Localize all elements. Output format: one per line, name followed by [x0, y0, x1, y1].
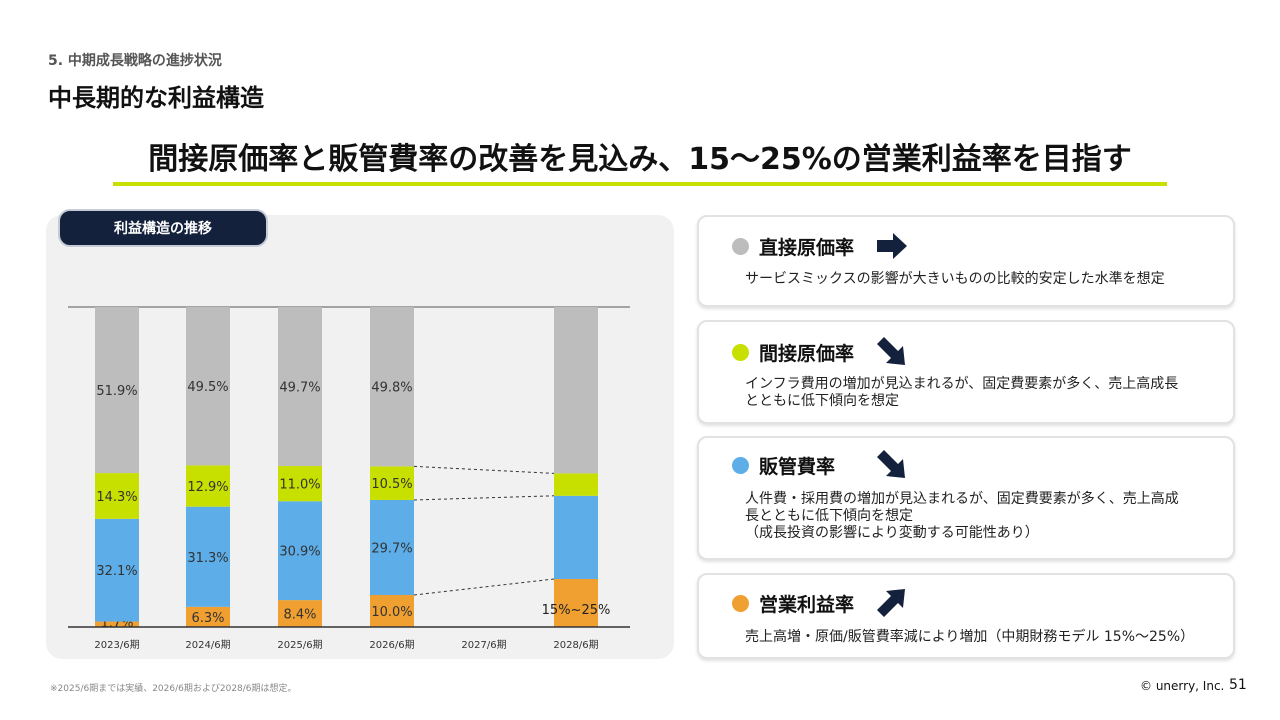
bar-segment-営業利益率	[95, 621, 139, 627]
bar-segment-直接原価率	[278, 307, 322, 467]
card-title: 販管費率	[759, 456, 836, 478]
card-description-line: 人件費・採用費の増加が見込まれるが、固定費要素が多く、売上高成	[745, 491, 1179, 507]
bar-segment-営業利益率	[278, 600, 322, 627]
dashed-connector	[413, 495, 555, 501]
card-description: サービスミックスの影響が大きいものの比較的安定した水準を想定	[745, 271, 1165, 288]
bar-segment-直接原価率	[370, 307, 414, 467]
data-label: 30.9%	[279, 545, 320, 560]
headline-underline	[113, 182, 1167, 186]
bar-segment-販管費率	[186, 506, 230, 607]
bar-segment-販管費率	[554, 495, 598, 579]
card-description-line: とともに低下傾向を想定	[745, 393, 899, 409]
x-tick-label: 2026/6期	[369, 639, 414, 651]
card-description-line: 長とともに低下傾向を想定	[745, 508, 913, 524]
card-description-line: インフラ費用の増加が見込まれるが、固定費要素が多く、売上高成長	[745, 376, 1179, 392]
card-operating-margin: 営業利益率 売上高増・原価/販管費率減により増加（中期財務モデル 15%〜25%…	[697, 573, 1235, 659]
data-label: 11.0%	[279, 478, 320, 493]
data-label: 8.4%	[283, 608, 316, 623]
blue-dot-icon	[732, 457, 749, 474]
data-label: 49.7%	[279, 381, 320, 396]
page-number: 51	[1229, 677, 1247, 693]
orange-dot-icon	[732, 595, 749, 612]
dashed-connector	[413, 578, 555, 596]
page-title: 中長期的な利益構造	[48, 84, 264, 112]
chart-title-pill: 利益構造の推移	[58, 209, 268, 247]
gray-dot-icon	[732, 238, 749, 255]
bar-segment-直接原価率	[95, 307, 139, 474]
lime-dot-icon	[732, 344, 749, 361]
data-label: 49.8%	[371, 381, 412, 396]
right-arrow-icon	[877, 233, 907, 259]
data-label: 14.3%	[96, 490, 137, 505]
bar-segment-間接原価率	[554, 473, 598, 496]
card-title: 営業利益率	[759, 594, 855, 616]
data-label: 31.3%	[187, 551, 228, 566]
card-indirect-cost-rate: 間接原価率 インフラ費用の増加が見込まれるが、固定費要素が多く、売上高成長 とと…	[697, 320, 1235, 424]
bar-segment-営業利益率	[370, 595, 414, 627]
x-tick-label: 2023/6期	[94, 639, 139, 651]
data-label: 32.1%	[96, 564, 137, 579]
card-description: 人件費・採用費の増加が見込まれるが、固定費要素が多く、売上高成 長とともに低下傾…	[745, 491, 1179, 542]
x-tick-label: 2028/6期	[553, 639, 598, 651]
card-direct-cost-rate: 直接原価率 サービスミックスの影響が大きいものの比較的安定した水準を想定	[697, 215, 1235, 307]
card-sga-rate: 販管費率 人件費・採用費の増加が見込まれるが、固定費要素が多く、売上高成 長とと…	[697, 436, 1235, 560]
bar-segment-間接原価率	[370, 466, 414, 500]
down-right-arrow-icon	[877, 337, 905, 365]
footnote: ※2025/6期までは実績、2026/6期および2028/6期は想定。	[50, 684, 297, 694]
data-label: 51.9%	[96, 384, 137, 399]
data-label: 10.5%	[371, 477, 412, 492]
card-title: 直接原価率	[759, 237, 855, 259]
bar-segment-間接原価率	[95, 473, 139, 519]
bar-segment-直接原価率	[186, 307, 230, 466]
data-label: 6.3%	[191, 611, 224, 626]
card-description-line: （成長投資の影響により変動する可能性あり）	[745, 525, 1039, 541]
data-label: 10.0%	[371, 605, 412, 620]
copyright: © unerry, Inc.	[1140, 679, 1225, 693]
bar-segment-営業利益率	[554, 579, 598, 627]
bar-segment-販管費率	[370, 499, 414, 595]
card-description-line: 売上高増・原価/販管費率減により増加（中期財務モデル 15%〜25%）	[745, 629, 1195, 645]
bar-segment-営業利益率	[186, 606, 230, 627]
card-title: 間接原価率	[759, 343, 855, 365]
card-description: インフラ費用の増加が見込まれるが、固定費要素が多く、売上高成長 とともに低下傾向…	[745, 376, 1178, 410]
x-tick-label: 2025/6期	[277, 639, 322, 651]
x-tick-label: 2024/6期	[185, 639, 230, 651]
card-description-line: サービスミックスの影響が大きいものの比較的安定した水準を想定	[745, 271, 1165, 287]
x-tick-label: 2027/6期	[461, 639, 506, 651]
bar-segment-間接原価率	[278, 466, 322, 502]
dashed-connector	[413, 465, 555, 474]
bar-segment-直接原価率	[554, 307, 598, 474]
card-description: 売上高増・原価/販管費率減により増加（中期財務モデル 15%〜25%）	[745, 629, 1194, 646]
headline: 間接原価率と販管費率の改善を見込み、15〜25%の営業利益率を目指す	[148, 142, 1132, 177]
down-right-arrow-icon	[877, 450, 905, 478]
section-label: 5. 中期成長戦略の進捗状況	[48, 53, 222, 69]
bar-segment-販管費率	[278, 501, 322, 601]
up-right-arrow-icon	[877, 589, 905, 617]
data-label: 15%~25%	[542, 603, 611, 618]
data-label: 29.7%	[371, 541, 412, 556]
bar-segment-間接原価率	[186, 465, 230, 507]
data-label: 49.5%	[187, 380, 228, 395]
data-label: 12.9%	[187, 480, 228, 495]
bar-segment-販管費率	[95, 518, 139, 622]
